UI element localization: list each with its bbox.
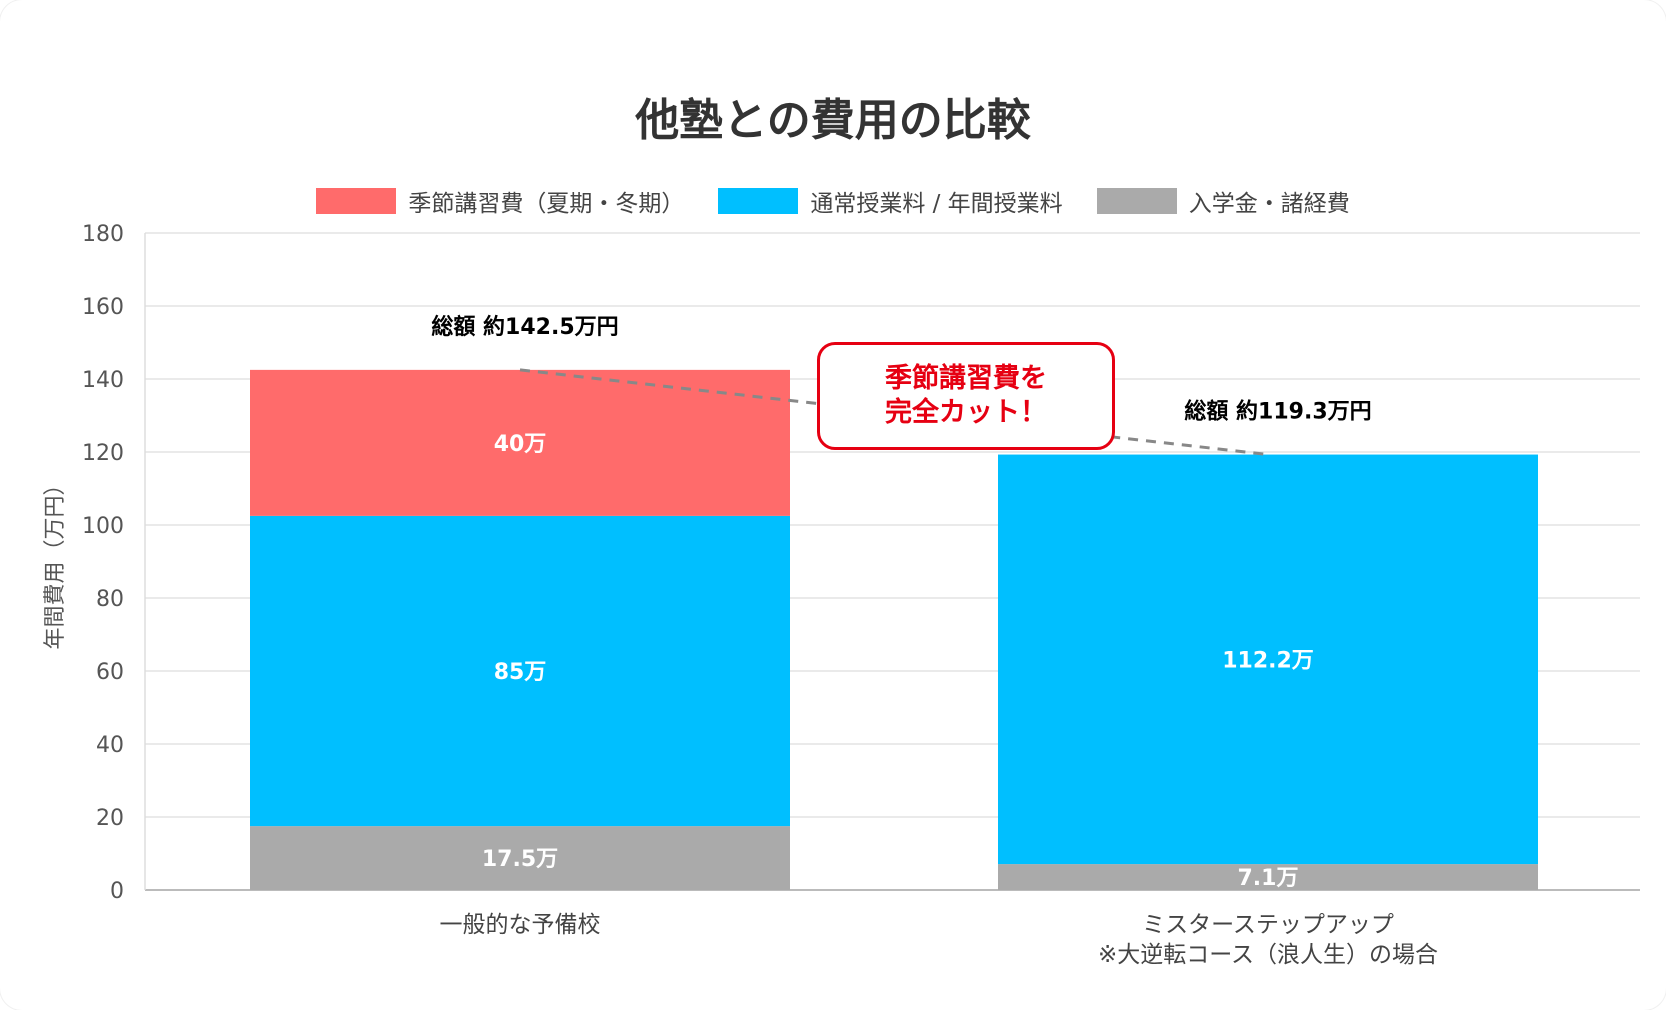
data-label: 40万 <box>494 432 547 457</box>
y-tick-label: 140 <box>82 368 124 393</box>
legend-label-seasonal: 季節講習費（夏期・冬期） <box>408 191 685 217</box>
data-label: 112.2万 <box>1222 648 1314 673</box>
y-tick-label: 60 <box>96 660 124 685</box>
legend-swatch-seasonal <box>316 188 397 214</box>
legend-swatch-admission <box>1096 188 1177 214</box>
total-label: 総額 約142.5万円 <box>431 314 618 340</box>
bar-segment <box>998 454 1538 865</box>
legend-item-seasonal[interactable]: 季節講習費（夏期・冬期） <box>316 184 684 218</box>
y-tick-label: 160 <box>82 295 124 320</box>
y-tick-label: 100 <box>82 514 124 539</box>
legend-item-tuition[interactable]: 通常授業料 / 年間授業料 <box>718 184 1063 218</box>
y-tick-label: 40 <box>96 733 124 758</box>
y-axis-label: 年間費用（万円） <box>43 473 68 649</box>
y-tick-label: 80 <box>96 587 124 612</box>
legend-item-admission[interactable]: 入学金・諸経費 <box>1096 184 1350 218</box>
y-tick-label: 20 <box>96 806 124 831</box>
legend: 季節講習費（夏期・冬期） 通常授業料 / 年間授業料 入学金・諸経費 <box>0 183 1666 219</box>
x-tick-label: 一般的な予備校 <box>440 912 601 938</box>
x-tick-label: ※大逆転コース（浪人生）の場合 <box>1098 942 1438 968</box>
data-label: 7.1万 <box>1238 866 1299 891</box>
y-tick-label: 180 <box>82 222 124 247</box>
bar-segment <box>250 826 790 890</box>
bar-segment <box>250 369 790 516</box>
legend-label-tuition: 通常授業料 / 年間授業料 <box>810 191 1063 217</box>
chart-title: 他塾との費用の比較 <box>635 95 1031 146</box>
annotation-callout: 季節講習費を 完全カット！ <box>817 342 1115 450</box>
bar-segment <box>250 515 790 827</box>
bar-segment <box>998 864 1538 890</box>
annotation-line-2: 完全カット！ <box>885 397 1047 428</box>
legend-swatch-tuition <box>718 188 799 214</box>
legend-label-admission: 入学金・諸経費 <box>1188 191 1350 217</box>
data-label: 85万 <box>494 660 547 685</box>
annotation-line-1: 季節講習費を <box>885 363 1047 394</box>
y-tick-label: 120 <box>82 441 124 466</box>
data-label: 17.5万 <box>482 847 558 872</box>
y-tick-label: 0 <box>110 879 124 904</box>
x-tick-label: ミスターステップアップ <box>1142 912 1394 938</box>
total-label: 総額 約119.3万円 <box>1184 399 1371 425</box>
